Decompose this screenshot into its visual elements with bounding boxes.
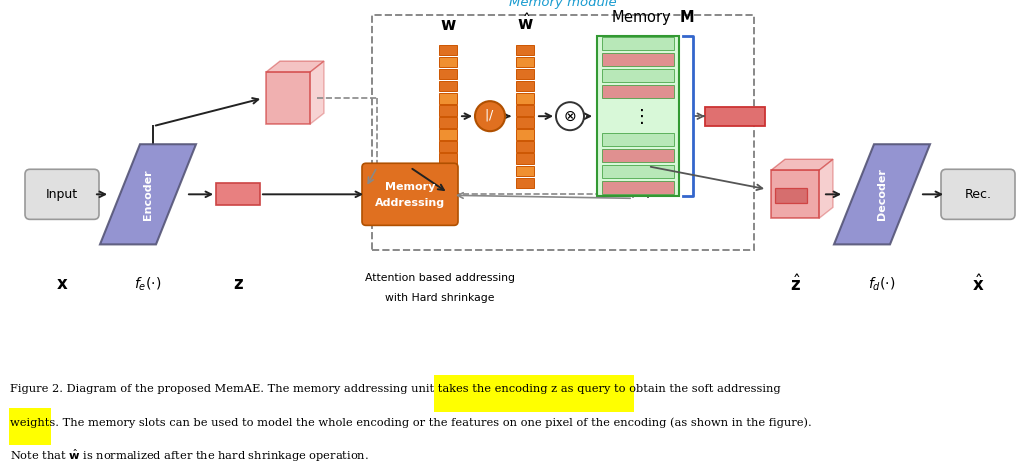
FancyBboxPatch shape bbox=[25, 169, 99, 219]
Text: $\mathbf{w}$: $\mathbf{w}$ bbox=[440, 16, 457, 33]
Text: Memory  $\mathbf{M}$: Memory $\mathbf{M}$ bbox=[611, 8, 695, 27]
Bar bbox=[516, 93, 534, 103]
Text: Figure 2. Diagram of the proposed MemAE. The memory addressing unit takes the en: Figure 2. Diagram of the proposed MemAE.… bbox=[10, 384, 781, 394]
Bar bbox=[267, 72, 310, 124]
Polygon shape bbox=[771, 159, 833, 170]
Bar bbox=[434, 375, 634, 412]
Bar bbox=[439, 81, 457, 92]
Text: Decoder: Decoder bbox=[877, 168, 887, 220]
Bar bbox=[602, 86, 674, 98]
Text: Encoder: Encoder bbox=[143, 169, 153, 219]
Bar bbox=[602, 133, 674, 146]
Text: Note that $\hat{\mathbf{w}}$ is normalized after the hard shrinkage operation.: Note that $\hat{\mathbf{w}}$ is normaliz… bbox=[10, 447, 369, 464]
Text: with Hard shrinkage: with Hard shrinkage bbox=[385, 293, 495, 304]
Ellipse shape bbox=[475, 101, 505, 131]
Bar bbox=[775, 188, 807, 204]
Bar bbox=[602, 149, 674, 162]
Bar bbox=[602, 165, 674, 178]
Bar bbox=[597, 36, 679, 196]
FancyBboxPatch shape bbox=[362, 163, 458, 226]
Circle shape bbox=[556, 102, 584, 130]
Bar bbox=[372, 15, 754, 251]
Bar bbox=[439, 93, 457, 103]
Bar bbox=[516, 69, 534, 79]
Text: $\mathsf{|/}$: $\mathsf{|/}$ bbox=[483, 107, 494, 123]
Text: $\mathbf{x}$: $\mathbf{x}$ bbox=[56, 275, 68, 293]
Bar bbox=[516, 56, 534, 67]
Text: Memory: Memory bbox=[385, 182, 435, 192]
Bar bbox=[705, 107, 765, 125]
Text: weights. The memory slots can be used to model the whole encoding or the feature: weights. The memory slots can be used to… bbox=[10, 417, 812, 428]
Text: $\mathbf{z}$: $\mathbf{z}$ bbox=[232, 275, 244, 293]
Bar bbox=[439, 178, 457, 188]
Bar bbox=[439, 141, 457, 152]
Bar bbox=[439, 165, 457, 176]
Bar bbox=[439, 153, 457, 164]
Bar bbox=[516, 105, 534, 116]
Polygon shape bbox=[834, 144, 930, 244]
Text: $\hat{\mathbf{x}}$: $\hat{\mathbf{x}}$ bbox=[972, 274, 984, 295]
Bar bbox=[216, 183, 260, 205]
Text: $f_e(\cdot)$: $f_e(\cdot)$ bbox=[134, 276, 161, 293]
Polygon shape bbox=[819, 159, 833, 219]
Bar bbox=[516, 165, 534, 176]
Text: $\hat{\mathbf{w}}$: $\hat{\mathbf{w}}$ bbox=[516, 13, 533, 33]
Polygon shape bbox=[267, 61, 324, 72]
Bar bbox=[9, 408, 52, 445]
Bar bbox=[439, 129, 457, 140]
Text: Memory module: Memory module bbox=[509, 0, 617, 9]
Bar bbox=[439, 69, 457, 79]
Text: $\otimes$: $\otimes$ bbox=[563, 109, 576, 124]
Bar bbox=[516, 45, 534, 55]
FancyBboxPatch shape bbox=[941, 169, 1015, 219]
Bar bbox=[439, 117, 457, 128]
Bar bbox=[516, 178, 534, 188]
Polygon shape bbox=[100, 144, 196, 244]
Polygon shape bbox=[310, 61, 324, 124]
Text: $f_d(\cdot)$: $f_d(\cdot)$ bbox=[869, 276, 896, 293]
Bar bbox=[771, 170, 819, 219]
Bar bbox=[516, 81, 534, 92]
Bar bbox=[602, 53, 674, 66]
Bar bbox=[602, 181, 674, 194]
Text: $\hat{\mathbf{z}}$: $\hat{\mathbf{z}}$ bbox=[789, 274, 801, 295]
Text: Input: Input bbox=[45, 188, 79, 201]
Bar bbox=[602, 37, 674, 50]
Text: $\vdots$: $\vdots$ bbox=[632, 107, 644, 125]
Bar bbox=[516, 129, 534, 140]
Bar bbox=[439, 56, 457, 67]
Text: Addressing: Addressing bbox=[375, 198, 445, 208]
Bar bbox=[516, 141, 534, 152]
Bar bbox=[439, 105, 457, 116]
Bar bbox=[516, 153, 534, 164]
Text: Attention based addressing: Attention based addressing bbox=[365, 274, 515, 283]
Bar bbox=[439, 45, 457, 55]
Text: Rec.: Rec. bbox=[965, 188, 992, 201]
Bar bbox=[516, 117, 534, 128]
Bar bbox=[602, 69, 674, 82]
